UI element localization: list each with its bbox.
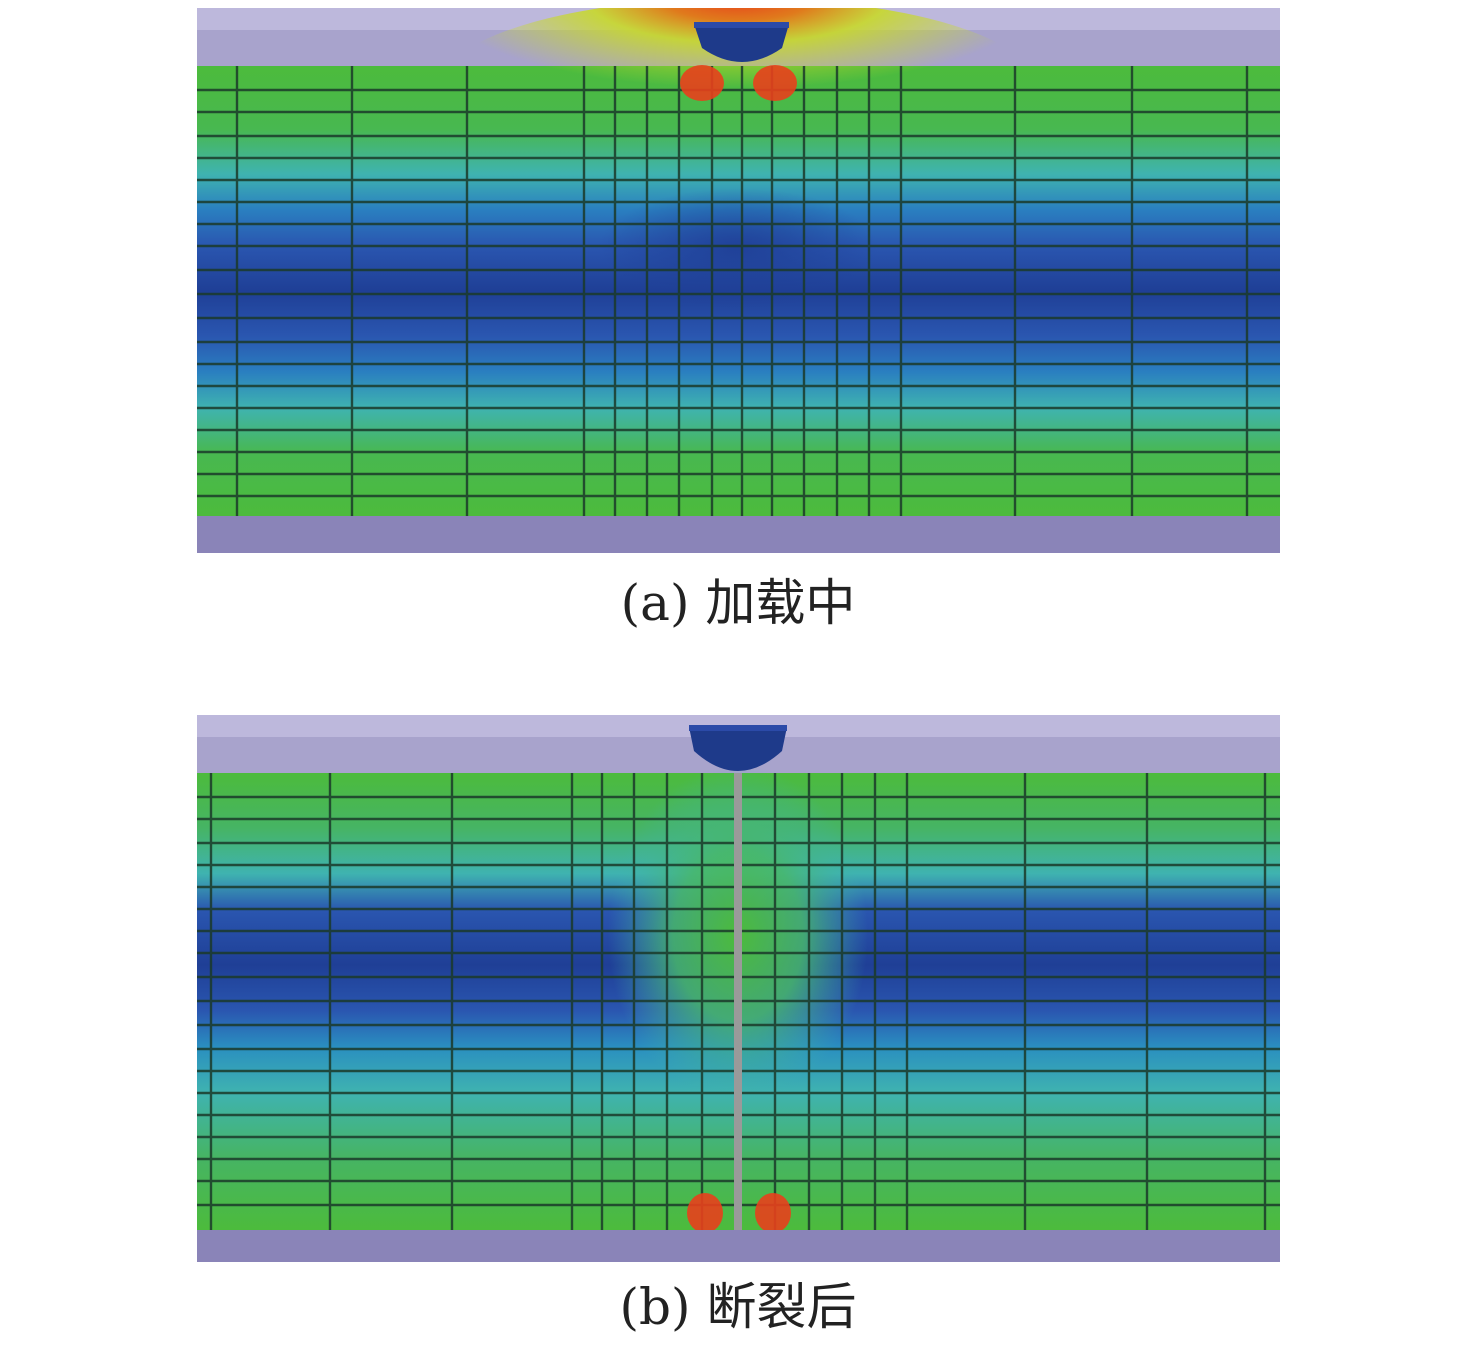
panel-a-contour-plot xyxy=(197,8,1280,553)
caption-a: (a) 加载中 xyxy=(620,574,856,632)
indenter-icon xyxy=(694,24,789,62)
bottom-plate xyxy=(197,516,1280,553)
mesh-grid xyxy=(197,66,1280,516)
caption-b: (b) 断裂后 xyxy=(619,1278,857,1336)
indenter-icon xyxy=(689,727,787,771)
panel-b-contour-plot xyxy=(197,715,1280,1262)
bottom-plate xyxy=(197,1230,1280,1262)
panel-a-simulation xyxy=(197,8,1280,553)
crack-line xyxy=(734,773,742,1230)
panel-b-simulation xyxy=(197,715,1280,1262)
